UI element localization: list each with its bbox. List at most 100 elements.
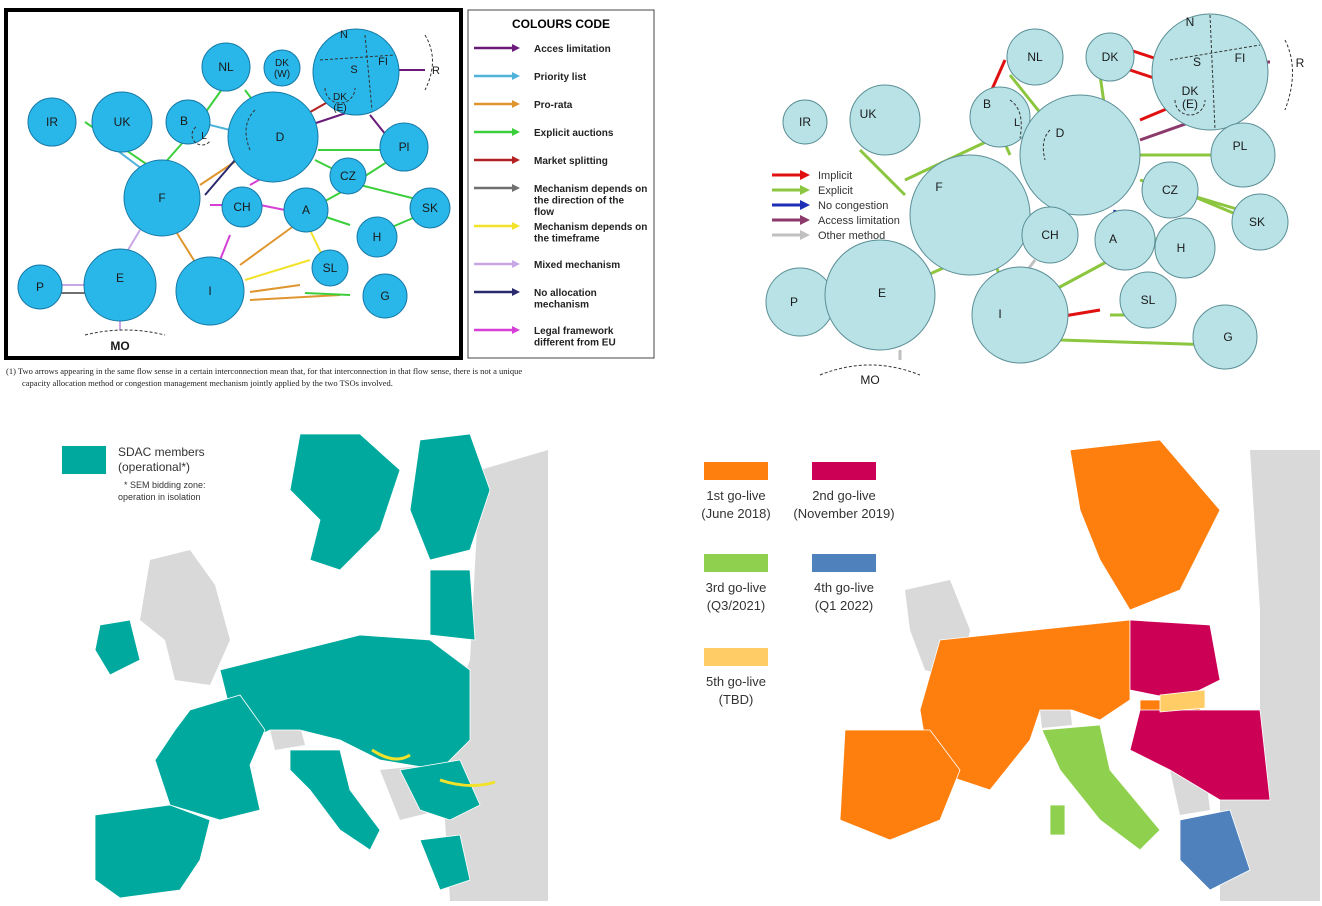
node-dk-w <box>263 49 301 87</box>
b-label-d: D <box>1056 126 1065 140</box>
footnote-line-2: capacity allocation method or congestion… <box>22 378 393 388</box>
b-label-h: H <box>1177 241 1186 255</box>
b-node-ir <box>782 99 828 145</box>
node-i <box>175 256 245 326</box>
b-label-fi: FI <box>1235 51 1246 65</box>
label-n-a: N <box>340 29 348 41</box>
map-c-romania-bulgaria <box>399 759 481 821</box>
b-node-nl <box>1006 28 1064 86</box>
map-d-wave-2 <box>1129 619 1271 801</box>
legend-b-entry: Other method <box>772 230 885 242</box>
legend-a-arrowhead <box>512 326 520 334</box>
node-p <box>17 264 63 310</box>
legend-a-arrowhead <box>512 72 520 80</box>
b-label-cz: CZ <box>1162 183 1178 197</box>
legend-a-arrowhead <box>512 184 520 192</box>
label-sk-a: SK <box>422 201 438 215</box>
legend-d-entry: 1st go-live (June 2018) <box>701 462 771 521</box>
legend-a-label: Priority list <box>534 72 587 83</box>
map-d-switzerland <box>1040 707 1072 728</box>
b-node-b <box>969 86 1031 148</box>
map-c-switzerland <box>270 726 305 750</box>
label-g-a: G <box>380 289 389 303</box>
label-nl: NL <box>218 60 234 74</box>
sdac-legend-title-1: SDAC members <box>118 445 205 459</box>
node-g <box>362 273 408 319</box>
legend-b-arrowhead <box>800 185 810 195</box>
node-b <box>165 99 211 145</box>
legend-title: COLOURS CODE <box>512 17 610 31</box>
legend-b-arrowhead <box>800 200 810 210</box>
b-label-uk: UK <box>860 107 877 121</box>
label-pl-a: Pl <box>399 140 410 154</box>
b-node-p <box>765 267 835 337</box>
node-d <box>227 91 319 183</box>
node-f <box>123 159 201 237</box>
b-node-sl <box>1119 271 1177 329</box>
legend-d-label-1: 2nd go-live <box>812 488 876 503</box>
go-live-legend: 1st go-live (June 2018) 2nd go-live (Novemb… <box>701 462 895 707</box>
legend-b-entry: Implicit <box>772 170 852 182</box>
b-label-r: R <box>1296 56 1305 70</box>
legend-d-swatch <box>704 648 768 666</box>
legend-d-label-2: (November 2019) <box>793 506 894 521</box>
legend-b-arrowhead <box>800 170 810 180</box>
panel-a-internal-borders <box>84 34 433 336</box>
legend-b-label: Access limitation <box>818 215 900 227</box>
legend-a-label: Pro-rata <box>534 100 573 111</box>
map-c-members <box>94 433 491 899</box>
legend-d-entry: 3rd go-live (Q3/2021) <box>704 554 768 613</box>
legend-a-arrowhead <box>512 156 520 164</box>
map-d-wave-5 <box>1159 689 1206 713</box>
legend-a-entry: Explicit auctions <box>474 128 614 139</box>
legend-a-label: Explicit auctions <box>534 128 614 139</box>
map-c-ireland <box>94 619 141 676</box>
b-node-pl <box>1210 122 1276 188</box>
label-mo-a: MO <box>110 339 129 353</box>
b-node-d <box>1019 94 1141 216</box>
b-node-nordic <box>1151 13 1269 131</box>
label-r-a: R <box>432 65 440 77</box>
legend-a-arrowhead <box>512 100 520 108</box>
b-node-e <box>824 239 936 351</box>
legend-d-swatch <box>812 462 876 480</box>
map-c-france <box>154 694 266 821</box>
legend-a-entry: Acces limitation <box>474 44 611 55</box>
map-c-great-britain <box>140 550 230 685</box>
b-label-pl: PL <box>1233 139 1248 153</box>
node-h <box>356 216 398 258</box>
b-label-mo: MO <box>860 373 879 387</box>
legend-b-arrowhead <box>800 230 810 240</box>
legend-d-swatch <box>704 462 768 480</box>
map-c-iberia <box>94 804 211 899</box>
label-h-a: H <box>373 230 382 244</box>
legend-d-label-2: (Q1 2022) <box>815 598 874 613</box>
label-cz-a: CZ <box>340 169 356 183</box>
label-dk-e-a: DK (E) <box>333 92 347 114</box>
legend-a-label: Market splitting <box>534 156 608 167</box>
node-nl <box>201 42 251 92</box>
legend-a-label: Mechanism depends on the timeframe <box>534 222 647 245</box>
legend-b-label: Implicit <box>818 170 852 182</box>
legend-b-entry: Explicit <box>772 185 853 197</box>
legend-b-entry: Access limitation <box>772 215 900 227</box>
map-c-yellow-border-2 <box>439 778 496 787</box>
legend-b-arrowhead <box>800 215 810 225</box>
sdac-legend-swatch <box>62 446 106 474</box>
panel-a-interconnection-diagram: IR UK NL DK (W) B L D N S FI DK (E) R F CH… <box>0 0 660 410</box>
legend-a-arrowhead <box>512 288 520 296</box>
label-a-a: A <box>302 203 310 217</box>
b-label-e: E <box>878 286 886 300</box>
map-c-scandinavia <box>289 433 401 571</box>
legend-a-label: Legal framework different from EU <box>534 326 616 349</box>
b-label-sl: SL <box>1141 293 1156 307</box>
legend-b-label: Explicit <box>818 185 853 197</box>
legend-a-arrowhead <box>512 222 520 230</box>
b-node-dk <box>1085 32 1135 82</box>
b-label-l: L <box>1014 117 1020 129</box>
legend-a-label: Mechanism depends on the direction of the… <box>534 184 647 218</box>
label-sl-a: SL <box>323 261 338 275</box>
b-node-a <box>1094 209 1156 271</box>
legend-a-entry: Mechanism depends on the direction of the… <box>474 184 647 218</box>
map-c-finland <box>409 433 491 561</box>
